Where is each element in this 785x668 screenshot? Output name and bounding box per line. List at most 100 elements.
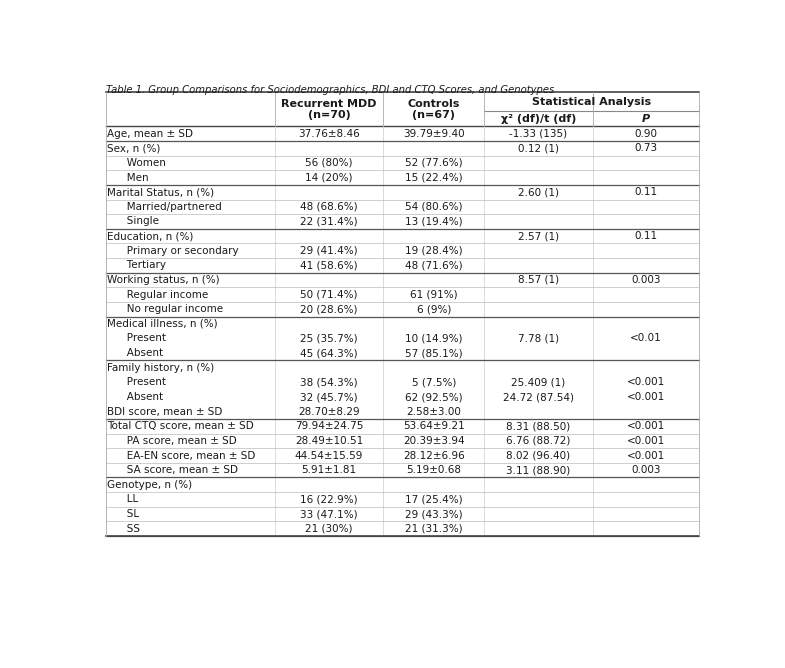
Text: 44.54±15.59: 44.54±15.59	[295, 450, 363, 460]
Text: Education, n (%): Education, n (%)	[108, 231, 194, 241]
Text: <0.001: <0.001	[626, 377, 665, 387]
Text: 21 (31.3%): 21 (31.3%)	[405, 524, 462, 534]
Text: Marital Status, n (%): Marital Status, n (%)	[108, 187, 214, 197]
Text: 28.49±10.51: 28.49±10.51	[295, 436, 363, 446]
Text: 8.02 (96.40): 8.02 (96.40)	[506, 450, 571, 460]
Text: 33 (47.1%): 33 (47.1%)	[300, 509, 358, 519]
Text: Total CTQ score, mean ± SD: Total CTQ score, mean ± SD	[108, 422, 254, 432]
Text: P: P	[641, 114, 650, 124]
Text: 0.73: 0.73	[634, 144, 657, 153]
Text: Women: Women	[117, 158, 166, 168]
Text: 17 (25.4%): 17 (25.4%)	[405, 494, 462, 504]
Text: 19 (28.4%): 19 (28.4%)	[405, 246, 462, 256]
Text: 22 (31.4%): 22 (31.4%)	[300, 216, 358, 226]
Text: 25 (35.7%): 25 (35.7%)	[300, 333, 358, 343]
Text: 0.003: 0.003	[631, 465, 660, 475]
Text: SA score, mean ± SD: SA score, mean ± SD	[117, 465, 238, 475]
Text: Working status, n (%): Working status, n (%)	[108, 275, 220, 285]
Text: <0.001: <0.001	[626, 422, 665, 432]
Text: 28.70±8.29: 28.70±8.29	[298, 407, 360, 417]
Text: 5.19±0.68: 5.19±0.68	[406, 465, 462, 475]
Text: 0.11: 0.11	[634, 187, 657, 197]
Text: 29 (43.3%): 29 (43.3%)	[405, 509, 462, 519]
Text: 79.94±24.75: 79.94±24.75	[295, 422, 363, 432]
Text: 0.12 (1): 0.12 (1)	[518, 144, 559, 153]
Text: χ² (df)/t (df): χ² (df)/t (df)	[501, 114, 576, 124]
Text: Tertiary: Tertiary	[117, 261, 166, 271]
Text: 29 (41.4%): 29 (41.4%)	[300, 246, 358, 256]
Text: 16 (22.9%): 16 (22.9%)	[300, 494, 358, 504]
Text: 50 (71.4%): 50 (71.4%)	[301, 290, 358, 300]
Text: 37.76±8.46: 37.76±8.46	[298, 129, 360, 139]
Text: Recurrent MDD
(n=70): Recurrent MDD (n=70)	[281, 99, 377, 120]
Text: 48 (68.6%): 48 (68.6%)	[300, 202, 358, 212]
Text: SS: SS	[117, 524, 140, 534]
Text: 6 (9%): 6 (9%)	[417, 304, 451, 314]
Text: Primary or secondary: Primary or secondary	[117, 246, 239, 256]
Text: 8.31 (88.50): 8.31 (88.50)	[506, 422, 571, 432]
Text: 21 (30%): 21 (30%)	[305, 524, 352, 534]
Text: Married/partnered: Married/partnered	[117, 202, 221, 212]
Text: BDI score, mean ± SD: BDI score, mean ± SD	[108, 407, 223, 417]
Text: 61 (91%): 61 (91%)	[410, 290, 458, 300]
Text: 32 (45.7%): 32 (45.7%)	[300, 392, 358, 402]
Text: <0.001: <0.001	[626, 450, 665, 460]
Text: 15 (22.4%): 15 (22.4%)	[405, 172, 462, 182]
Text: <0.01: <0.01	[630, 333, 662, 343]
Text: 0.90: 0.90	[634, 129, 657, 139]
Text: Present: Present	[117, 333, 166, 343]
Text: Present: Present	[117, 377, 166, 387]
Text: Table 1. Group Comparisons for Sociodemographics, BDI and CTQ Scores, and Genoty: Table 1. Group Comparisons for Sociodemo…	[106, 85, 554, 95]
Text: Statistical Analysis: Statistical Analysis	[532, 97, 651, 107]
Text: 20.39±3.94: 20.39±3.94	[403, 436, 465, 446]
Text: 53.64±9.21: 53.64±9.21	[403, 422, 465, 432]
Text: 10 (14.9%): 10 (14.9%)	[405, 333, 462, 343]
Text: No regular income: No regular income	[117, 304, 223, 314]
Text: 41 (58.6%): 41 (58.6%)	[300, 261, 358, 271]
Text: 52 (77.6%): 52 (77.6%)	[405, 158, 462, 168]
Text: 62 (92.5%): 62 (92.5%)	[405, 392, 462, 402]
Text: 24.72 (87.54): 24.72 (87.54)	[503, 392, 574, 402]
Text: SL: SL	[117, 509, 139, 519]
Text: 6.76 (88.72): 6.76 (88.72)	[506, 436, 571, 446]
Text: Sex, n (%): Sex, n (%)	[108, 144, 161, 153]
Text: 54 (80.6%): 54 (80.6%)	[405, 202, 462, 212]
Text: Genotype, n (%): Genotype, n (%)	[108, 480, 192, 490]
Text: 57 (85.1%): 57 (85.1%)	[405, 348, 462, 358]
Text: LL: LL	[117, 494, 138, 504]
Text: 3.11 (88.90): 3.11 (88.90)	[506, 465, 571, 475]
Text: 28.12±6.96: 28.12±6.96	[403, 450, 465, 460]
Text: 0.11: 0.11	[634, 231, 657, 241]
Text: <0.001: <0.001	[626, 436, 665, 446]
Text: Absent: Absent	[117, 348, 162, 358]
Text: PA score, mean ± SD: PA score, mean ± SD	[117, 436, 236, 446]
Text: Men: Men	[117, 172, 148, 182]
Text: 20 (28.6%): 20 (28.6%)	[301, 304, 358, 314]
Text: 5.91±1.81: 5.91±1.81	[301, 465, 356, 475]
Text: 39.79±9.40: 39.79±9.40	[403, 129, 465, 139]
Text: 0.003: 0.003	[631, 275, 660, 285]
Text: -1.33 (135): -1.33 (135)	[509, 129, 568, 139]
Text: 5 (7.5%): 5 (7.5%)	[411, 377, 456, 387]
Text: Family history, n (%): Family history, n (%)	[108, 363, 214, 373]
Text: 2.58±3.00: 2.58±3.00	[407, 407, 461, 417]
Text: 25.409 (1): 25.409 (1)	[511, 377, 565, 387]
Text: Controls
(n=67): Controls (n=67)	[407, 99, 460, 120]
Text: 38 (54.3%): 38 (54.3%)	[300, 377, 358, 387]
Text: Regular income: Regular income	[117, 290, 208, 300]
Text: Absent: Absent	[117, 392, 162, 402]
Text: 2.57 (1): 2.57 (1)	[518, 231, 559, 241]
Text: 14 (20%): 14 (20%)	[305, 172, 352, 182]
Text: 45 (64.3%): 45 (64.3%)	[300, 348, 358, 358]
Text: 48 (71.6%): 48 (71.6%)	[405, 261, 462, 271]
Text: 2.60 (1): 2.60 (1)	[518, 187, 559, 197]
Text: 8.57 (1): 8.57 (1)	[518, 275, 559, 285]
Text: <0.001: <0.001	[626, 392, 665, 402]
Text: 13 (19.4%): 13 (19.4%)	[405, 216, 462, 226]
Text: 56 (80%): 56 (80%)	[305, 158, 352, 168]
Text: EA-EN score, mean ± SD: EA-EN score, mean ± SD	[117, 450, 255, 460]
Text: Medical illness, n (%): Medical illness, n (%)	[108, 319, 218, 329]
Text: 7.78 (1): 7.78 (1)	[518, 333, 559, 343]
Text: Age, mean ± SD: Age, mean ± SD	[108, 129, 193, 139]
Text: Single: Single	[117, 216, 159, 226]
